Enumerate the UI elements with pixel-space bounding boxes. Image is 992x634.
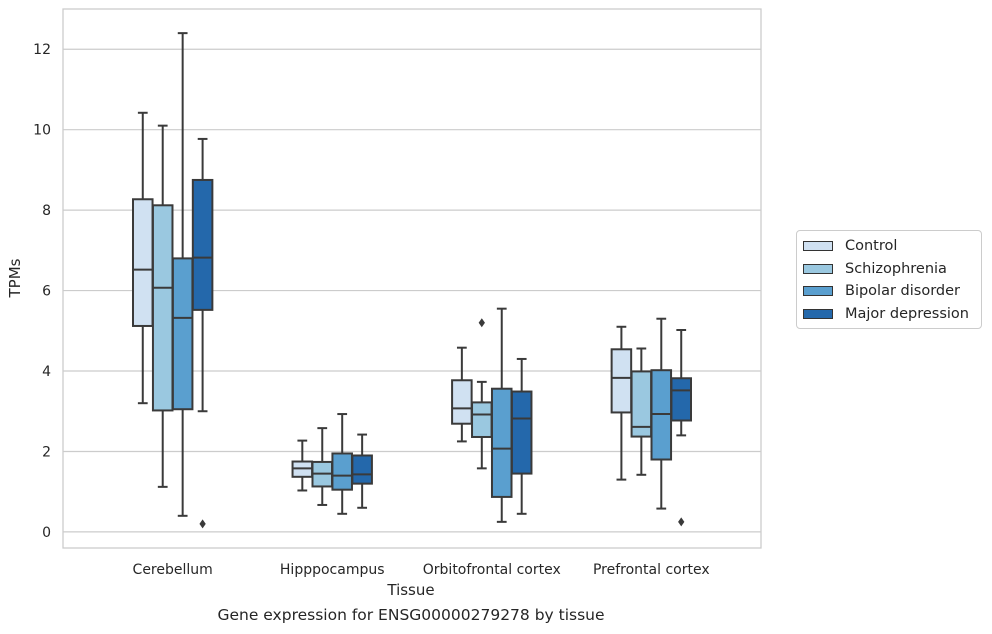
figure-caption: Gene expression for ENSG00000279278 by t… — [217, 606, 605, 624]
legend-swatch — [803, 263, 833, 274]
box-control — [291, 439, 314, 492]
outlier-point — [199, 519, 206, 529]
box-schizophrenia — [311, 427, 334, 506]
legend-label: Major depression — [845, 305, 969, 322]
iqr-box — [451, 379, 473, 425]
box-control — [451, 346, 473, 443]
box-marks — [131, 32, 693, 529]
box-bipolar-disorder — [171, 32, 194, 517]
legend-label: Schizophrenia — [845, 260, 947, 277]
box-major-depression — [191, 137, 214, 529]
box-bipolar-disorder — [331, 413, 353, 515]
iqr-box — [610, 348, 633, 414]
box-schizophrenia — [471, 318, 493, 470]
legend-item: Control — [797, 235, 981, 258]
y-axis-label: TPMs — [6, 258, 24, 298]
box-major-depression — [670, 328, 693, 527]
box-major-depression — [351, 433, 373, 509]
box-bipolar-disorder — [490, 307, 513, 523]
legend-swatch — [803, 286, 833, 297]
iqr-box — [331, 452, 353, 491]
x-tick-label: Prefrontal cortex — [593, 562, 710, 578]
outlier-point — [478, 318, 485, 328]
legend-item: Schizophrenia — [797, 258, 981, 281]
y-tick-label: 0 — [42, 525, 51, 541]
iqr-box — [510, 390, 533, 475]
plot-area-frame — [62, 8, 762, 549]
y-tick-label: 6 — [42, 284, 51, 300]
legend-swatch — [803, 241, 833, 252]
box-control — [131, 111, 154, 405]
iqr-box — [490, 387, 513, 498]
box-control — [610, 325, 633, 481]
x-tick-label: Hipppocampus — [280, 562, 385, 578]
iqr-box — [670, 377, 693, 422]
y-tick-label: 8 — [42, 203, 51, 219]
y-tick-label: 2 — [42, 444, 51, 460]
legend-item: Major depression — [797, 303, 981, 326]
box-bipolar-disorder — [650, 317, 673, 510]
y-axis-ticks: 0 2 4 6 8 10 12 — [33, 42, 51, 541]
legend-item: Bipolar disorder — [797, 280, 981, 303]
legend: Control Schizophrenia Bipolar disorder Majo… — [796, 230, 982, 329]
box-major-depression — [510, 357, 533, 515]
x-tick-label: Orbitofrontal cortex — [423, 562, 561, 578]
iqr-box — [191, 178, 214, 311]
x-axis-label: Tissue — [386, 581, 434, 599]
x-tick-label: Cerebellum — [133, 562, 213, 578]
box-schizophrenia — [151, 124, 174, 488]
x-axis-ticks: Cerebellum Hipppocampus Orbitofrontal cort… — [133, 562, 710, 578]
legend-label: Control — [845, 238, 898, 255]
y-tick-label: 12 — [33, 42, 51, 58]
outlier-point — [678, 517, 685, 527]
box-schizophrenia — [630, 347, 653, 476]
legend-label: Bipolar disorder — [845, 283, 960, 300]
iqr-box — [151, 204, 174, 412]
iqr-box — [471, 401, 493, 438]
y-tick-label: 10 — [33, 123, 51, 139]
iqr-box — [131, 198, 154, 327]
legend-swatch — [803, 308, 833, 319]
iqr-box — [171, 257, 194, 411]
iqr-box — [351, 454, 373, 485]
y-tick-label: 4 — [42, 364, 51, 380]
